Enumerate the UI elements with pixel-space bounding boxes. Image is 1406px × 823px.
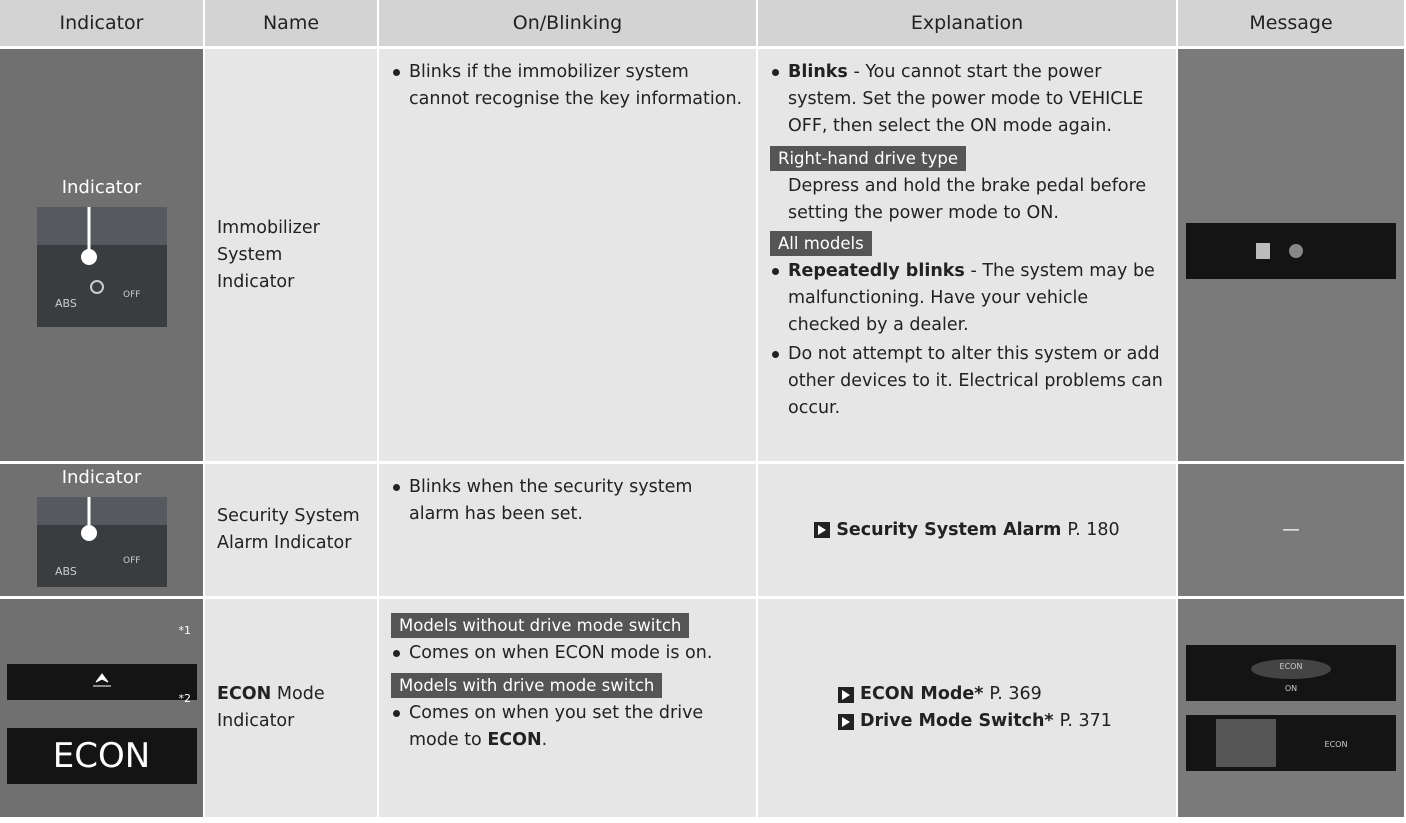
- message-image: ECON: [1186, 715, 1396, 771]
- message-text: ON: [1285, 684, 1297, 693]
- table-row: Indicator ABS OFF Security System Alarm …: [0, 464, 1404, 596]
- ref-arrow: [838, 686, 854, 703]
- reference: ECON Mode * P. 369: [838, 681, 1164, 708]
- ref-mark: *: [974, 684, 984, 704]
- on-blinking-cell: Blinks if the immobilizer system cannot …: [379, 49, 756, 461]
- header-cell: Name: [205, 0, 377, 46]
- tag: All models: [770, 231, 872, 256]
- reference: Drive Mode Switch * P. 371: [838, 708, 1164, 735]
- shape: [80, 249, 97, 265]
- shape: [842, 689, 850, 700]
- table-row: Indicator ABS OFF Immobilizer System Ind…: [0, 49, 1404, 461]
- bullet: Blinks - You cannot start the power syst…: [770, 59, 1164, 140]
- bullet: Blinks if the immobilizer system cannot …: [391, 59, 744, 113]
- shape: [36, 497, 167, 525]
- indicator-cell: Indicator ABS OFF: [0, 49, 203, 461]
- name-cell: Immobilizer System Indicator: [205, 49, 377, 461]
- bold-text: Blinks: [788, 62, 848, 82]
- message-cell: —: [1178, 464, 1404, 596]
- shape: [89, 280, 104, 294]
- header-row: Indicator Name On/Blinking Explanation M…: [0, 0, 1404, 46]
- text: - You cannot start the power system. Set…: [788, 62, 1144, 136]
- shape: [6, 664, 197, 700]
- icon-text: OFF: [123, 290, 140, 300]
- message-image: [1186, 222, 1396, 279]
- indicator-icon: ABS OFF: [36, 497, 167, 587]
- bullet: Comes on when ECON mode is on.: [391, 640, 744, 667]
- footnote-mark: *1: [178, 624, 192, 637]
- shape: [818, 525, 827, 535]
- icon-text: OFF: [123, 556, 140, 566]
- ref-page: P. 369: [989, 684, 1042, 704]
- text: .: [541, 730, 548, 750]
- message-text: —: [1282, 519, 1300, 540]
- tag: Models with drive mode switch: [391, 673, 663, 698]
- explanation-cell: ECON Mode * P. 369 Drive Mode Switch * P. 37…: [758, 599, 1176, 817]
- text: - The system may be malfunctioning. Have…: [788, 261, 1155, 335]
- shape: [36, 207, 167, 245]
- shape: [92, 673, 111, 687]
- table-row: *1 *2 ECON ECON Mode Indicator Models wi…: [0, 599, 1404, 817]
- bold-text: ECON: [217, 684, 272, 704]
- ref-title: Security System Alarm: [836, 519, 1062, 540]
- name-cell: ECON Mode Indicator: [205, 599, 377, 817]
- text: Comes on when you set the drive mode to: [409, 703, 704, 750]
- indicator-icon: [6, 664, 197, 700]
- message-text: ECON: [1280, 662, 1303, 671]
- paragraph: Depress and hold the brake pedal before …: [788, 176, 1147, 223]
- icon-text: ABS: [55, 565, 77, 578]
- shape: [1216, 719, 1276, 767]
- footnote-mark: *2: [178, 692, 192, 705]
- bold-text: Repeatedly blinks: [788, 261, 965, 281]
- reference: Security System Alarm P. 180: [770, 517, 1164, 544]
- indicator-cell: *1 *2 ECON: [0, 599, 203, 817]
- header-cell: Message: [1178, 0, 1404, 46]
- ref-arrow: [814, 522, 831, 538]
- message-cell: [1178, 49, 1404, 461]
- shape: [1289, 243, 1303, 258]
- on-blinking-cell: Models without drive mode switch Comes o…: [379, 599, 756, 817]
- ref-title: Drive Mode Switch: [860, 711, 1045, 731]
- explanation-cell: Security System Alarm P. 180: [758, 464, 1176, 596]
- bold-text: ECON: [487, 730, 542, 750]
- ref-title: ECON Mode: [860, 684, 975, 704]
- shape: [80, 525, 97, 541]
- shape: [842, 716, 850, 727]
- ref-mark: *: [1044, 711, 1054, 731]
- header-cell: Indicator: [0, 0, 203, 46]
- name-cell: Security System Alarm Indicator: [205, 464, 377, 596]
- message-cell: ECON ON ECON: [1178, 599, 1404, 817]
- tag: Models without drive mode switch: [391, 613, 690, 638]
- bullet: Blinks when the security system alarm ha…: [391, 474, 744, 528]
- header-cell: On/Blinking: [379, 0, 756, 46]
- indicator-icon: ABS OFF: [36, 207, 167, 327]
- shape: [1251, 659, 1331, 679]
- indicator-icon: ECON: [6, 728, 197, 784]
- icon-text: ABS: [55, 297, 77, 310]
- indicator-label: Indicator: [61, 467, 142, 488]
- shape: [1256, 242, 1270, 259]
- message-image: ECON ON: [1186, 645, 1396, 701]
- header-cell: Explanation: [758, 0, 1176, 46]
- icon-text: ECON: [52, 736, 151, 776]
- ref-page: P. 180: [1067, 519, 1120, 540]
- indicator-cell: Indicator ABS OFF: [0, 464, 203, 596]
- explanation-cell: Blinks - You cannot start the power syst…: [758, 49, 1176, 461]
- bullet: Comes on when you set the drive mode to …: [391, 700, 744, 754]
- ref-arrow: [838, 713, 854, 730]
- bullet: Repeatedly blinks - The system may be ma…: [770, 258, 1164, 339]
- ref-page: P. 371: [1059, 711, 1112, 731]
- bullet: Do not attempt to alter this system or a…: [770, 341, 1164, 422]
- message-text: ECON: [1325, 740, 1348, 749]
- tag: Right-hand drive type: [770, 146, 967, 171]
- on-blinking-cell: Blinks when the security system alarm ha…: [379, 464, 756, 596]
- indicator-label: Indicator: [61, 177, 142, 198]
- text: Mode Indicator: [217, 684, 325, 731]
